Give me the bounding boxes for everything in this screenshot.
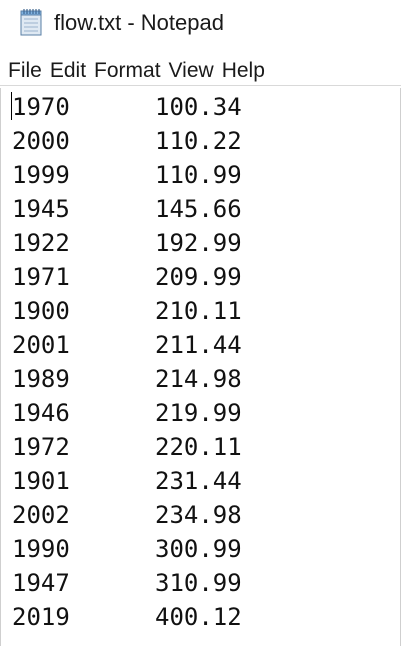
year-value: 2019 [12,603,70,631]
menu-help[interactable]: Help [221,58,265,82]
year-value: 1999 [12,161,70,189]
text-line[interactable]: 1947 310.99 [1,566,400,600]
text-line[interactable]: 1971 209.99 [1,260,400,294]
text-line[interactable]: 1900 210.11 [1,294,400,328]
year-value: 1947 [12,569,70,597]
text-caret [11,92,12,120]
flow-value: 310.99 [155,569,242,597]
text-line[interactable]: 1946 219.99 [1,396,400,430]
notepad-icon[interactable] [16,7,46,37]
text-line[interactable]: 1901 231.44 [1,464,400,498]
title-bar[interactable]: flow.txt - Notepad [0,0,401,46]
menu-view[interactable]: View [168,58,214,82]
year-value: 1946 [12,399,70,427]
text-line[interactable]: 2002 234.98 [1,498,400,532]
menu-file[interactable]: File [8,58,42,82]
menu-bar: File Edit Format View Help [0,56,401,86]
year-value: 1970 [12,93,70,121]
year-value: 1900 [12,297,70,325]
flow-value: 231.44 [155,467,242,495]
flow-value: 220.11 [155,433,242,461]
flow-value: 219.99 [155,399,242,427]
flow-value: 110.22 [155,127,242,155]
year-value: 2002 [12,501,70,529]
flow-value: 110.99 [155,161,242,189]
text-line[interactable]: 1972 220.11 [1,430,400,464]
year-value: 2001 [12,331,70,359]
text-line[interactable]: 1970 100.34 [1,90,400,124]
year-value: 1971 [12,263,70,291]
text-line[interactable]: 1999 110.99 [1,158,400,192]
text-line[interactable]: 2001 211.44 [1,328,400,362]
year-value: 2000 [12,127,70,155]
flow-value: 300.99 [155,535,242,563]
year-value: 1989 [12,365,70,393]
flow-value: 234.98 [155,501,242,529]
text-line[interactable]: 1989 214.98 [1,362,400,396]
flow-value: 214.98 [155,365,242,393]
text-editor-area[interactable]: 1970 100.34 2000 110.22 1999 110.99 1945… [0,88,401,646]
year-value: 1990 [12,535,70,563]
text-line[interactable]: 2019 400.12 [1,600,400,634]
menu-format[interactable]: Format [94,58,161,82]
flow-value: 100.34 [155,93,242,121]
year-value: 1922 [12,229,70,257]
year-value: 1972 [12,433,70,461]
menu-edit[interactable]: Edit [49,58,87,82]
year-value: 1945 [12,195,70,223]
flow-value: 211.44 [155,331,242,359]
flow-value: 209.99 [155,263,242,291]
flow-value: 400.12 [155,603,242,631]
window-title: flow.txt - Notepad [54,10,224,35]
text-line[interactable]: 1922 192.99 [1,226,400,260]
flow-value: 210.11 [155,297,242,325]
year-value: 1901 [12,467,70,495]
flow-value: 145.66 [155,195,242,223]
text-line[interactable]: 1945 145.66 [1,192,400,226]
text-line[interactable]: 1990 300.99 [1,532,400,566]
text-line[interactable]: 2000 110.22 [1,124,400,158]
flow-value: 192.99 [155,229,242,257]
